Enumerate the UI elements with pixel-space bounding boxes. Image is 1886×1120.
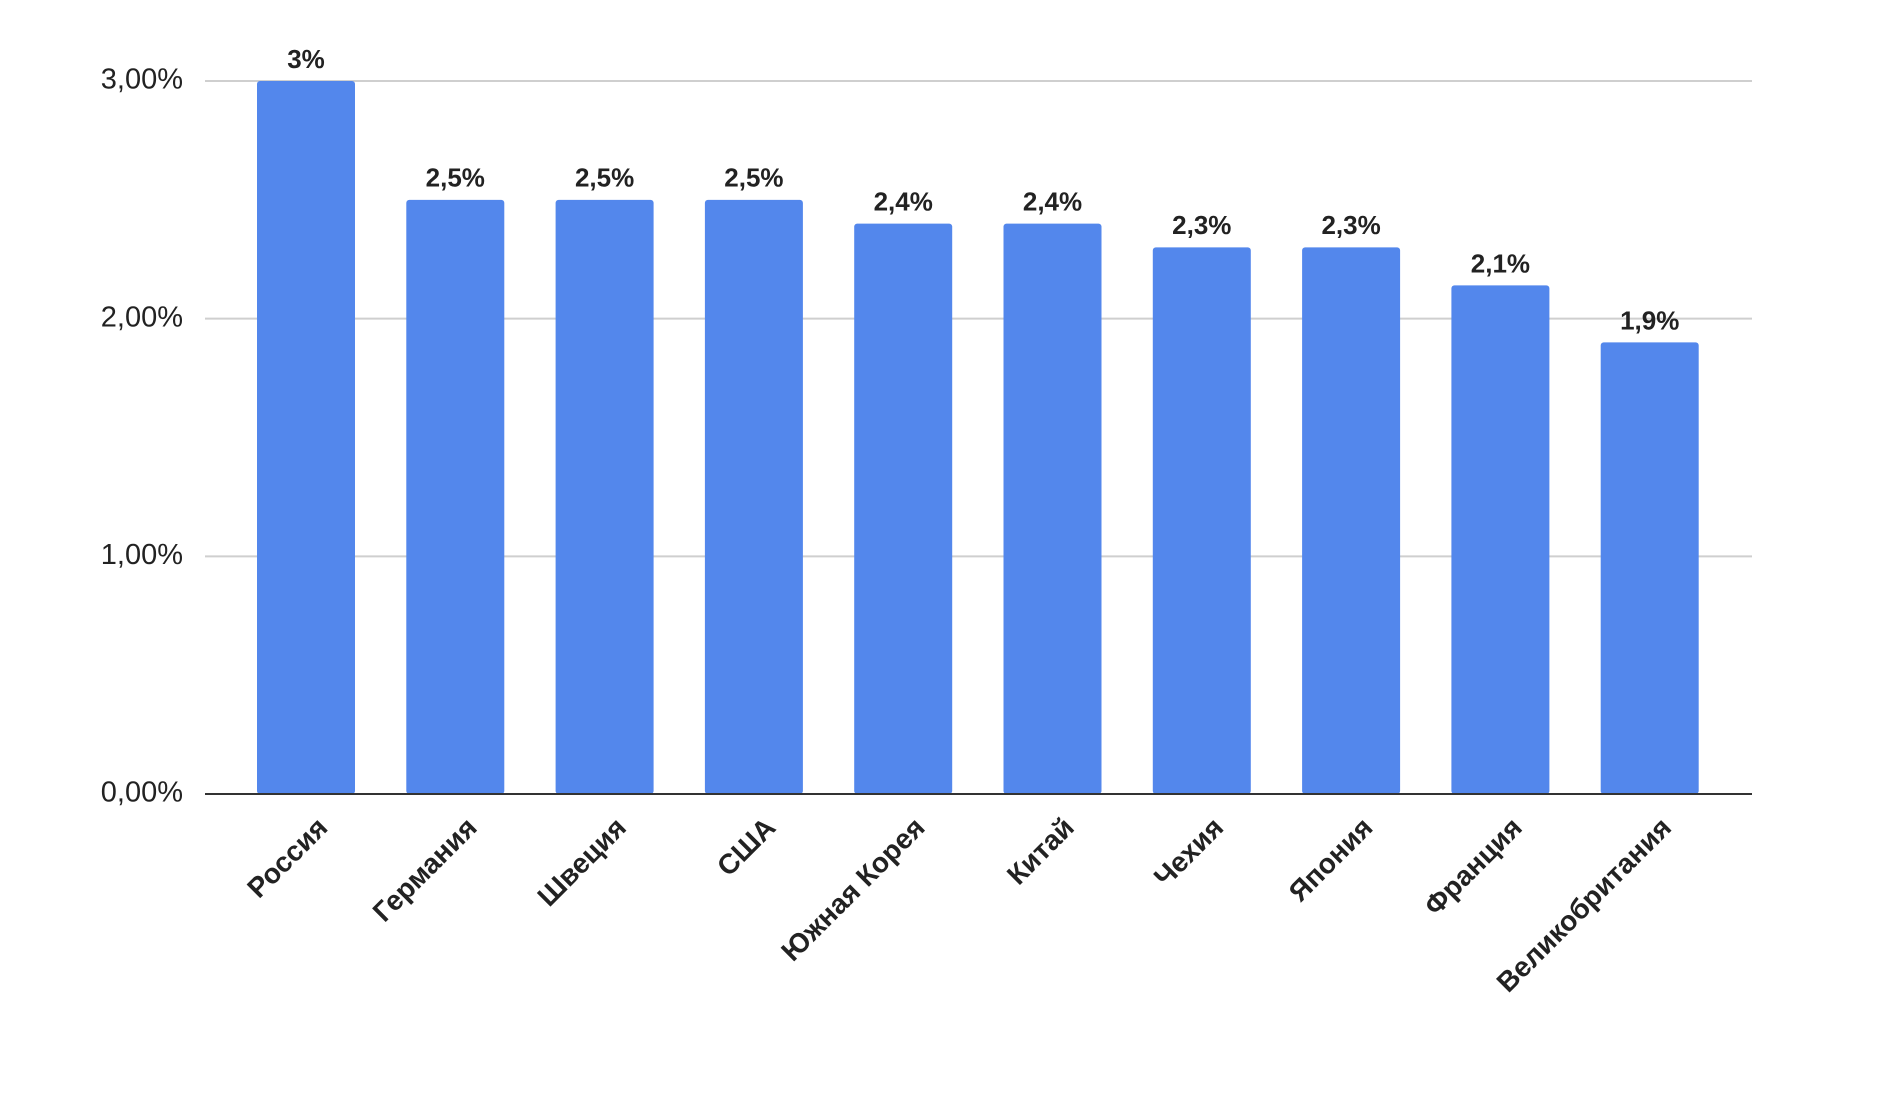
value-label: 3% bbox=[287, 44, 325, 74]
value-label: 2,1% bbox=[1471, 248, 1530, 278]
bar bbox=[1003, 223, 1102, 795]
bar bbox=[555, 199, 654, 795]
x-tick-label: Япония bbox=[1283, 812, 1379, 908]
bar bbox=[1451, 285, 1550, 794]
y-tick-label: 0,00% bbox=[101, 777, 183, 809]
x-tick-label: Китай bbox=[1001, 812, 1080, 891]
y-tick-label: 1,00% bbox=[101, 539, 183, 571]
bar bbox=[1302, 247, 1401, 794]
value-label: 1,9% bbox=[1620, 305, 1679, 335]
value-label: 2,4% bbox=[1023, 186, 1082, 216]
x-tick-label: Чехия bbox=[1148, 812, 1229, 893]
bar bbox=[704, 199, 803, 795]
value-label: 2,3% bbox=[1172, 210, 1231, 240]
x-tick-label: Германия bbox=[367, 812, 483, 928]
x-tick-label: Южная Корея bbox=[775, 812, 930, 967]
bar bbox=[1152, 247, 1251, 794]
bar bbox=[1600, 342, 1699, 794]
bar bbox=[406, 199, 505, 795]
y-tick-label: 3,00% bbox=[101, 64, 183, 96]
value-label: 2,5% bbox=[575, 163, 634, 193]
bar bbox=[257, 81, 355, 794]
value-label: 2,3% bbox=[1321, 210, 1380, 240]
x-tick-label: Россия bbox=[241, 812, 333, 904]
value-label: 2,5% bbox=[724, 163, 783, 193]
value-label: 2,5% bbox=[426, 163, 485, 193]
x-tick-label: Швеция bbox=[531, 812, 632, 913]
bar bbox=[854, 223, 953, 795]
x-tick-label: США bbox=[711, 812, 781, 882]
x-tick-label: Франция bbox=[1418, 812, 1528, 922]
y-tick-label: 2,00% bbox=[101, 301, 183, 333]
value-label: 2,4% bbox=[874, 186, 933, 216]
